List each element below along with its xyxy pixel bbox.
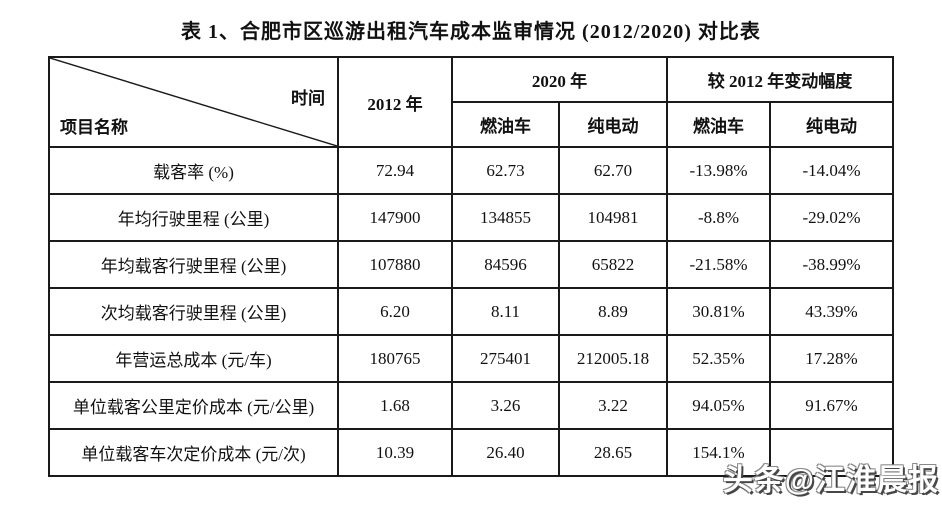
col-group-header-change: 较 2012 年变动幅度 (666, 56, 894, 103)
row-label: 次均载客行驶里程 (公里) (48, 287, 339, 336)
table-row: 年营运总成本 (元/车) 180765 275401 212005.18 52.… (48, 334, 894, 383)
header-row-2: 燃油车 纯电动 燃油车 纯电动 (49, 101, 894, 148)
cell-value: -38.99% (769, 240, 894, 289)
cell-value: 134855 (451, 193, 560, 242)
cell-value: 3.26 (451, 381, 560, 430)
cell-value: 62.73 (451, 146, 560, 195)
cell-value: 17.28% (769, 334, 894, 383)
cell-value: -29.02% (769, 193, 894, 242)
header-row-1: 时间 项目名称 2012 年 2020 年 较 2012 年变动幅度 (48, 56, 894, 148)
col-header-2012: 2012 年 (337, 56, 453, 148)
diagonal-divider-line (50, 58, 337, 146)
cell-value: -8.8% (666, 193, 771, 242)
watermark-toutiao: 头条@江淮晨报 (722, 464, 939, 497)
cell-value: 30.81% (666, 287, 771, 336)
cost-comparison-table: 时间 项目名称 2012 年 2020 年 较 2012 年变动幅度 燃油车 纯… (48, 56, 894, 477)
corner-label-item-name: 项目名称 (60, 118, 128, 137)
cell-value: 72.94 (337, 146, 453, 195)
cell-value: 107880 (337, 240, 453, 289)
table-row: 年均行驶里程 (公里) 147900 134855 104981 -8.8% -… (48, 193, 894, 242)
cell-value: 154.1% (666, 428, 771, 477)
cell-value: 26.40 (451, 428, 560, 477)
row-label: 年营运总成本 (元/车) (48, 334, 339, 383)
cell-value: 212005.18 (558, 334, 668, 383)
cell-value: 65822 (558, 240, 668, 289)
row-label: 单位载客车次定价成本 (元/次) (48, 428, 339, 477)
table-row: 次均载客行驶里程 (公里) 6.20 8.11 8.89 30.81% 43.3… (48, 287, 894, 336)
cell-value: 10.39 (337, 428, 453, 477)
corner-label-time: 时间 (291, 89, 325, 108)
table-row: 单位载客车次定价成本 (元/次) 10.39 26.40 28.65 154.1… (48, 428, 894, 477)
cell-value: 1.68 (337, 381, 453, 430)
subheader-2020-fuel: 燃油车 (451, 101, 560, 148)
subheader-change-fuel: 燃油车 (666, 101, 771, 148)
cell-value: 94.05% (666, 381, 771, 430)
corner-cell: 时间 项目名称 (48, 56, 339, 148)
cell-value: 6.20 (337, 287, 453, 336)
row-label: 年均行驶里程 (公里) (48, 193, 339, 242)
cell-value: 62.70 (558, 146, 668, 195)
cell-value: -21.58% (666, 240, 771, 289)
cell-value: -14.04% (769, 146, 894, 195)
cell-value: 3.22 (558, 381, 668, 430)
row-label: 年均载客行驶里程 (公里) (48, 240, 339, 289)
subheader-change-electric: 纯电动 (769, 101, 894, 148)
subheader-2020-electric: 纯电动 (558, 101, 668, 148)
cell-value (769, 428, 894, 477)
row-label: 单位载客公里定价成本 (元/公里) (48, 381, 339, 430)
row-label: 载客率 (%) (48, 146, 339, 195)
table-row: 载客率 (%) 72.94 62.73 62.70 -13.98% -14.04… (48, 146, 894, 195)
col-group-header-2020: 2020 年 (451, 56, 668, 103)
cell-value: 180765 (337, 334, 453, 383)
cell-value: 84596 (451, 240, 560, 289)
page-title: 表 1、合肥市区巡游出租汽车成本监审情况 (2012/2020) 对比表 (181, 21, 761, 43)
cell-value: 8.11 (451, 287, 560, 336)
cell-value: 28.65 (558, 428, 668, 477)
table-row: 单位载客公里定价成本 (元/公里) 1.68 3.26 3.22 94.05% … (48, 381, 894, 430)
cell-value: 275401 (451, 334, 560, 383)
cell-value: 147900 (337, 193, 453, 242)
cell-value: 104981 (558, 193, 668, 242)
cell-value: 91.67% (769, 381, 894, 430)
cell-value: 8.89 (558, 287, 668, 336)
cell-value: 43.39% (769, 287, 894, 336)
cell-value: -13.98% (666, 146, 771, 195)
cell-value: 52.35% (666, 334, 771, 383)
table-row: 年均载客行驶里程 (公里) 107880 84596 65822 -21.58%… (48, 240, 894, 289)
